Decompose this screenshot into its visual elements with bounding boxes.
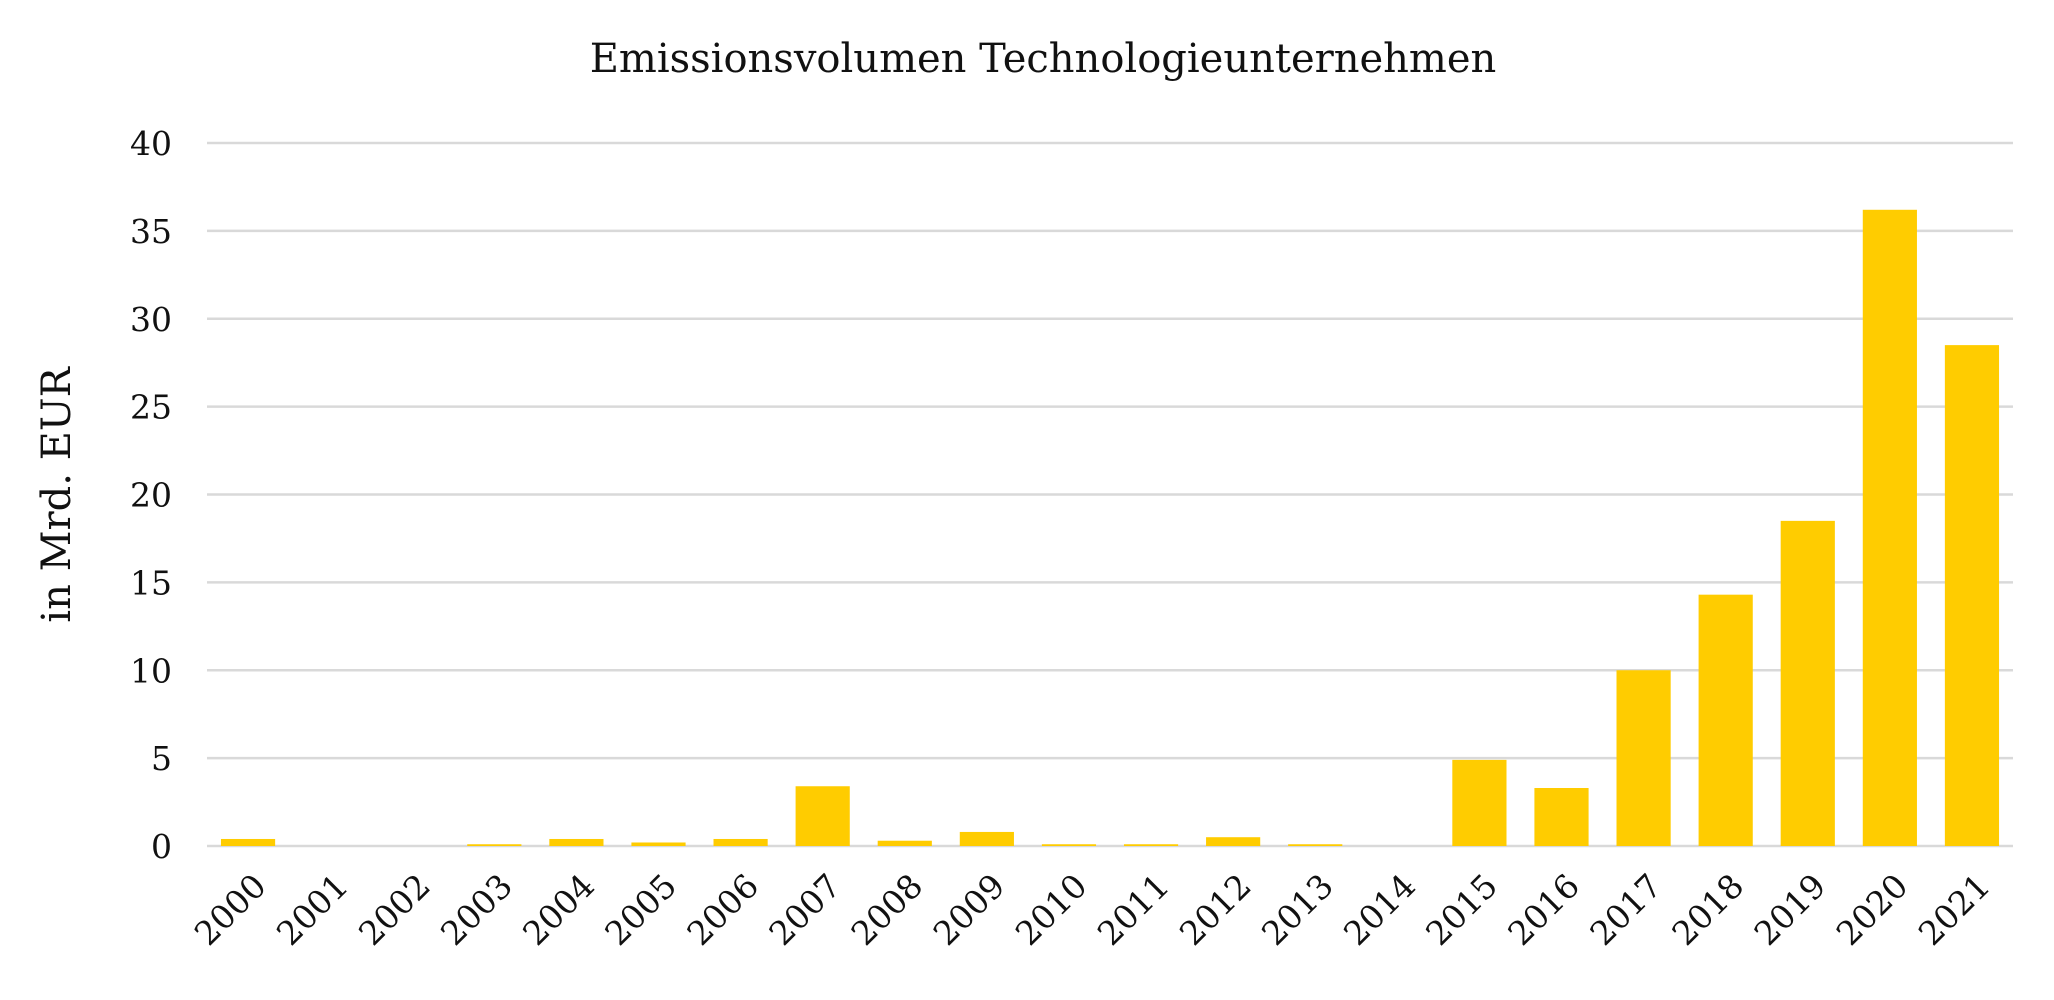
x-tick-label-2006: 2006 <box>679 866 766 953</box>
y-tick-label: 20 <box>130 476 172 515</box>
bar-2019 <box>1780 520 1835 846</box>
bar-2018 <box>1698 594 1753 846</box>
bar-2016 <box>1534 788 1589 846</box>
bar-2013 <box>1288 844 1343 846</box>
y-tick-label: 15 <box>130 563 172 602</box>
x-tick-label-2015: 2015 <box>1418 866 1505 953</box>
bar-2010 <box>1041 844 1097 846</box>
x-tick-label-2011: 2011 <box>1090 866 1177 953</box>
x-tick-label-2002: 2002 <box>351 866 438 953</box>
y-tick-label: 25 <box>130 388 172 427</box>
chart-title: Emissionsvolumen Technologieunternehmen <box>590 36 1497 82</box>
x-tick-label-2009: 2009 <box>926 866 1013 953</box>
x-tick-label-2001: 2001 <box>269 866 356 953</box>
bar-2006 <box>713 838 768 846</box>
bar-2011 <box>1123 844 1179 846</box>
y-tick-label: 35 <box>130 212 172 251</box>
bar-2020 <box>1862 209 1917 846</box>
x-tick-label-2014: 2014 <box>1336 866 1423 953</box>
bar-2009 <box>959 831 1014 846</box>
bar-2005 <box>631 842 686 846</box>
x-tick-label-2010: 2010 <box>1008 866 1095 953</box>
x-tick-label-2018: 2018 <box>1664 866 1751 953</box>
bar-2021 <box>1944 345 2000 846</box>
x-tick-label-2017: 2017 <box>1582 866 1669 953</box>
bar-2012 <box>1206 837 1261 846</box>
x-tick-label-2016: 2016 <box>1500 866 1587 953</box>
x-tick-label-2005: 2005 <box>597 866 684 953</box>
bar-2003 <box>467 844 522 846</box>
bar-2000 <box>220 838 276 846</box>
bar-2007 <box>795 786 850 846</box>
x-tick-label-2012: 2012 <box>1172 866 1259 953</box>
bars <box>220 209 2000 846</box>
y-tick-label: 10 <box>130 651 172 690</box>
x-tick-label-2020: 2020 <box>1829 866 1916 953</box>
y-axis-label: in Mrd. EUR <box>34 365 80 622</box>
bar-2017 <box>1616 670 1671 846</box>
y-tick-label: 40 <box>130 124 172 163</box>
y-tick-label: 30 <box>130 300 172 339</box>
x-tick-label-2007: 2007 <box>761 866 848 953</box>
bar-2008 <box>877 840 932 846</box>
bar-2004 <box>549 838 604 846</box>
x-tick-label-2004: 2004 <box>515 866 602 953</box>
x-tick-label-2000: 2000 <box>187 866 274 953</box>
x-tick-label-2008: 2008 <box>843 866 930 953</box>
x-axis-ticks: 2000200120022003200420052006200720082009… <box>187 866 1998 953</box>
y-axis-ticks: 0 5 10 15 20 25 30 35 40 <box>130 124 172 866</box>
y-tick-label: 5 <box>151 739 172 778</box>
x-tick-label-2003: 2003 <box>433 866 520 953</box>
x-tick-label-2019: 2019 <box>1746 866 1833 953</box>
x-tick-label-2021: 2021 <box>1911 866 1998 953</box>
y-tick-label: 0 <box>151 827 172 866</box>
x-tick-label-2013: 2013 <box>1254 866 1341 953</box>
gridlines <box>207 141 2013 848</box>
bar-2015 <box>1452 759 1507 846</box>
